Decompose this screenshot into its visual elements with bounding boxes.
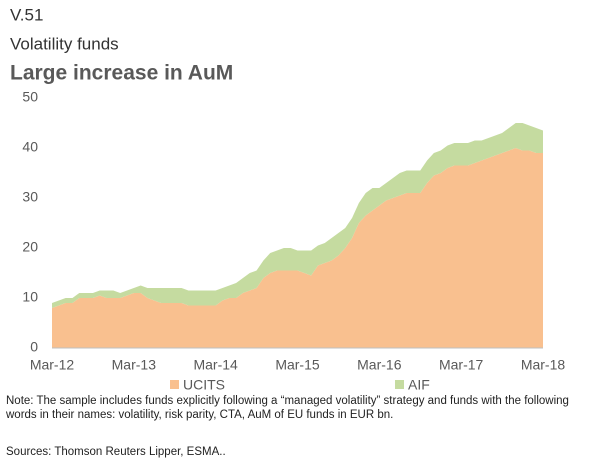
y-tick-label: 0 xyxy=(30,339,38,355)
chart-label: V.51 xyxy=(10,5,43,24)
area xyxy=(52,123,543,308)
legend-label: AIF xyxy=(408,377,430,393)
x-tick-label: Mar-12 xyxy=(30,357,75,373)
y-tick-label: 20 xyxy=(22,239,38,255)
legend-swatch xyxy=(395,380,404,389)
y-tick-label: 10 xyxy=(22,289,38,305)
x-tick-label: Mar-16 xyxy=(357,357,402,373)
legend-swatch xyxy=(170,380,179,389)
x-tick-label: Mar-14 xyxy=(193,357,238,373)
sources: Sources: Thomson Reuters Lipper, ESMA.. xyxy=(6,446,226,458)
x-tick-label: Mar-13 xyxy=(112,357,157,373)
x-tick-label: Mar-15 xyxy=(275,357,320,373)
y-tick-label: 50 xyxy=(22,89,38,105)
note: Note: The sample includes funds explicit… xyxy=(6,395,569,421)
legend-label: UCITS xyxy=(183,377,225,393)
area xyxy=(52,148,543,348)
chart-subtitle: Volatility funds xyxy=(10,34,119,53)
chart: V.51 Volatility funds Large increase in … xyxy=(10,5,566,393)
x-tick-label: Mar-18 xyxy=(521,357,566,373)
y-tick-label: 40 xyxy=(22,139,38,155)
y-tick-label: 30 xyxy=(22,189,38,205)
x-tick-label: Mar-17 xyxy=(439,357,484,373)
chart-title: Large increase in AuM xyxy=(10,62,233,85)
